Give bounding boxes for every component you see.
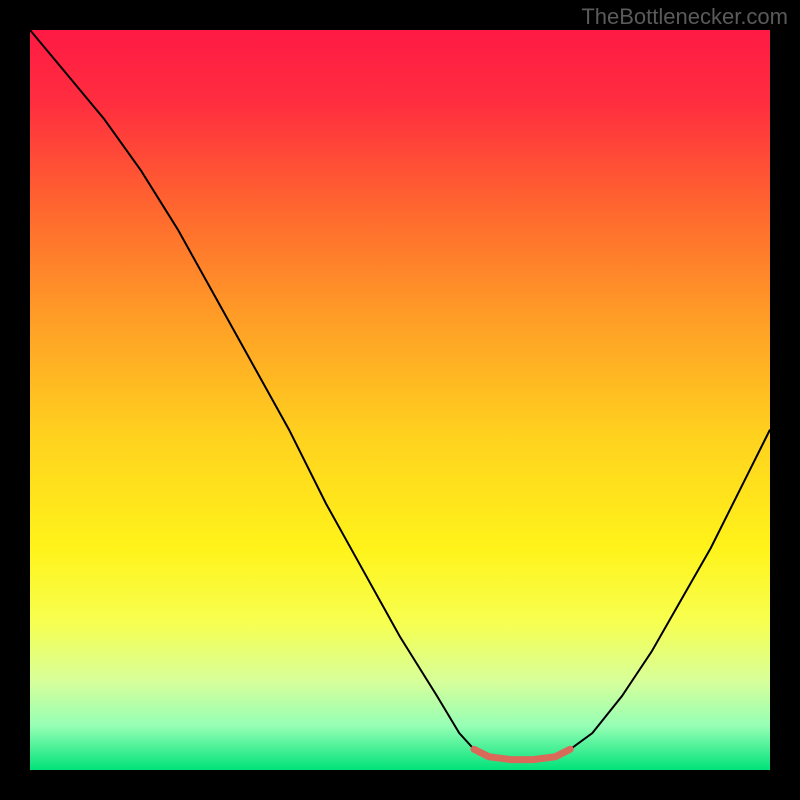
chart-background	[30, 30, 770, 770]
bottleneck-chart	[30, 30, 770, 770]
chart-svg	[30, 30, 770, 770]
watermark-text: TheBottlenecker.com	[581, 4, 788, 30]
